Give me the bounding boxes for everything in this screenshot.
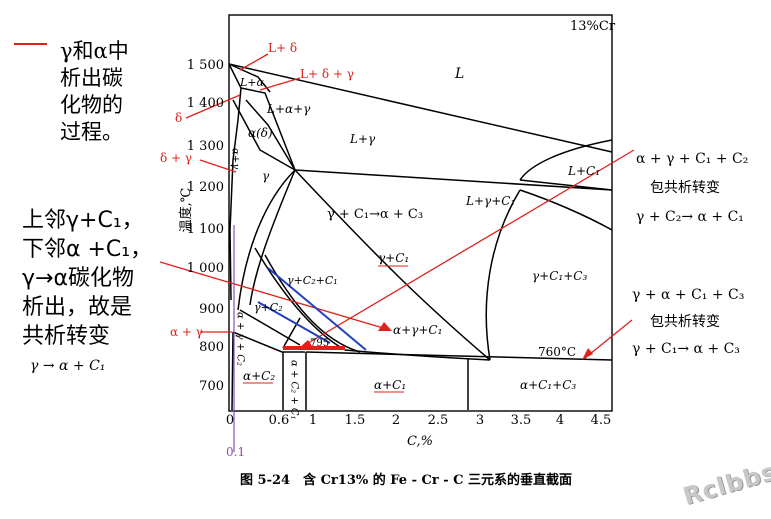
legend-text: γ和α中 析出碳 化物的 过程。 bbox=[60, 38, 129, 146]
x-tick: 0 bbox=[226, 413, 234, 428]
x-tick: 3.5 bbox=[511, 413, 532, 428]
right-note-top: α + γ + C₁ + C₂ 包共析转变 γ + C₂→ α + C₁ bbox=[636, 145, 748, 232]
region-gamma-C2-C1: γ+C₂+C₁ bbox=[287, 274, 338, 287]
y-tick: 1 400 bbox=[187, 96, 224, 111]
phase-boundaries bbox=[228, 63, 613, 411]
region-alpha-C2: α+C₂ bbox=[243, 369, 275, 383]
temp-795: 795 bbox=[310, 338, 329, 349]
x-tick: 0.6 bbox=[269, 413, 290, 428]
annotation-L-delta-gamma: L+ δ + γ bbox=[300, 67, 354, 81]
region-L: L bbox=[454, 66, 464, 82]
legend-line: γ和α中 bbox=[60, 39, 129, 63]
region-gamma: γ bbox=[262, 169, 270, 183]
region-L-alpha: L+α bbox=[239, 76, 265, 89]
right-note-line: 包共析转变 bbox=[650, 314, 720, 330]
region-alpha-C1: α+C₁ bbox=[374, 378, 406, 392]
x-axis-label: C,% bbox=[407, 434, 433, 449]
annotation-zero-one: 0.1 bbox=[226, 445, 245, 459]
x-tick: 2 bbox=[392, 413, 400, 428]
left-note-line: 下邻α +C₁， bbox=[22, 237, 153, 262]
y-tick: 1 200 bbox=[187, 180, 224, 195]
right-note-line: γ + C₁→ α + C₃ bbox=[632, 341, 740, 357]
right-note-line: γ + C₂→ α + C₁ bbox=[636, 209, 744, 225]
left-note-line: γ→α碳化物 bbox=[22, 266, 134, 291]
y-tick: 700 bbox=[199, 379, 224, 394]
region-alpha-C2-C1: α + C₂ + C₁ bbox=[289, 360, 300, 420]
region-alpha-gamma-C2: α + γ + C₂ bbox=[235, 312, 246, 366]
left-note-line: 析出，故是 bbox=[22, 295, 133, 320]
red-pointer-lines bbox=[159, 53, 635, 359]
left-note-formula: γ → α + C₁ bbox=[30, 358, 106, 374]
x-tick: 4 bbox=[556, 413, 564, 428]
left-note-line: 上邻γ+C₁， bbox=[22, 208, 144, 233]
x-axis-ticks: 0 0.6 1 1.5 2 2.5 3 3.5 4 4.5 bbox=[226, 413, 611, 428]
region-labels: L L+α L+α+γ L+γ α(δ) γ α+γ L+C₁ L+γ+C₁ γ… bbox=[230, 66, 601, 420]
region-gamma-C2: γ+C₂ bbox=[254, 301, 283, 314]
legend-red-dash bbox=[14, 43, 47, 45]
left-note-line: 共析转变 bbox=[22, 324, 111, 349]
figure-caption: 图 5-24 含 Cr13% 的 Fe - Cr - C 三元系的垂直截面 bbox=[240, 472, 572, 488]
region-alpha-C1-C3: α+C₁+C₃ bbox=[520, 378, 576, 392]
annotation-alpha-gamma: α + γ bbox=[170, 325, 203, 339]
blue-guide-lines bbox=[257, 267, 367, 351]
plot-frame bbox=[228, 14, 613, 412]
corner-label: 13%Cr bbox=[570, 19, 616, 34]
region-underlines bbox=[243, 265, 408, 393]
y-tick: 1 100 bbox=[187, 222, 224, 237]
right-note-bottom: γ + α + C₁ + C₃ 包共析转变 γ + C₁→ α + C₃ bbox=[632, 282, 744, 363]
x-tick: 3 bbox=[476, 413, 484, 428]
y-tick: 1 500 bbox=[187, 58, 224, 73]
region-gamma-C1-C3: γ+C₁+C₃ bbox=[532, 269, 587, 283]
annotation-delta-gamma: δ + γ bbox=[160, 151, 192, 165]
region-gamma-C1: γ+C₁ bbox=[378, 251, 409, 265]
temp-760: 760°C bbox=[538, 345, 576, 359]
right-note-line: α + γ + C₁ + C₂ bbox=[636, 151, 749, 167]
region-L-C1: L+C₁ bbox=[567, 164, 600, 178]
legend-line: 化物的 bbox=[60, 93, 123, 117]
region-peritectoid-upper: γ + C₁→α + C₃ bbox=[327, 207, 423, 222]
left-note: 上邻γ+C₁， 下邻α +C₁， γ→α碳化物 析出，故是 共析转变 bbox=[22, 206, 152, 351]
legend-line: 过程。 bbox=[60, 120, 123, 144]
region-L-gamma: L+γ bbox=[349, 132, 376, 146]
x-tick: 4.5 bbox=[591, 413, 612, 428]
annotation-L-delta: L+ δ bbox=[268, 41, 297, 55]
region-L-gamma-C1: L+γ+C₁ bbox=[465, 194, 515, 208]
y-tick: 1 000 bbox=[187, 261, 224, 276]
region-alpha-gamma-upper: α+γ bbox=[230, 148, 241, 169]
y-tick: 800 bbox=[199, 340, 224, 355]
region-alpha-gamma-C1: α+γ+C₁ bbox=[393, 323, 442, 337]
red-arrowheads bbox=[298, 322, 593, 360]
legend-line: 析出碳 bbox=[60, 66, 123, 90]
x-tick: 1 bbox=[309, 413, 317, 428]
red-annotations: L+ δ L+ δ + γ δ δ + γ α + γ bbox=[160, 41, 354, 339]
annotation-delta: δ bbox=[175, 111, 182, 125]
region-alpha-delta: α(δ) bbox=[248, 126, 273, 140]
region-L-alpha-gamma: L+α+γ bbox=[266, 102, 311, 116]
y-axis-ticks: 1 500 1 400 1 300 1 200 1 100 1 000 900 … bbox=[187, 58, 224, 394]
x-tick: 1.5 bbox=[345, 413, 366, 428]
x-tick: 2.5 bbox=[428, 413, 449, 428]
right-note-line: 包共析转变 bbox=[650, 180, 720, 196]
right-note-line: γ + α + C₁ + C₃ bbox=[632, 287, 745, 303]
y-axis-label: 温度,℃ bbox=[178, 188, 194, 233]
y-tick: 900 bbox=[199, 302, 224, 317]
y-tick: 1 300 bbox=[187, 139, 224, 154]
